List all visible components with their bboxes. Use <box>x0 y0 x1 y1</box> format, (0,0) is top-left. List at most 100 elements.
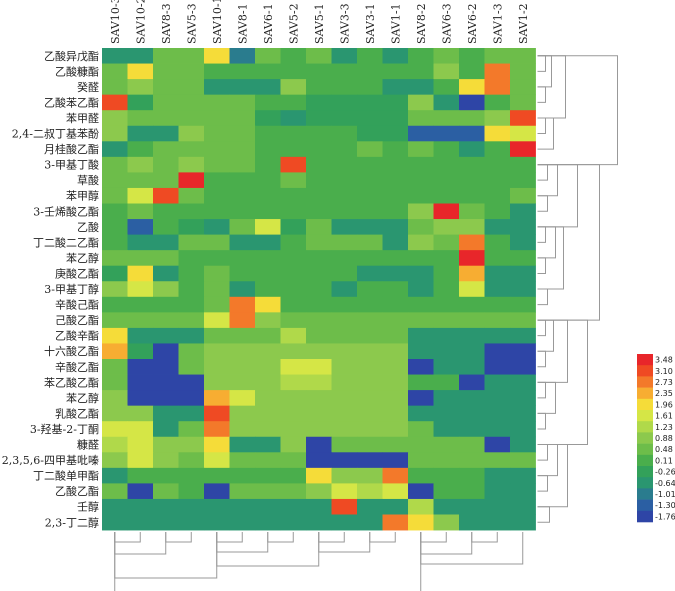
heatmap-cell <box>433 467 460 484</box>
heatmap-cell <box>484 250 511 267</box>
heatmap-cell <box>102 281 128 298</box>
heatmap-cell <box>178 390 205 407</box>
heatmap-cell <box>510 343 536 360</box>
heatmap-cell <box>357 234 383 251</box>
heatmap-cell <box>459 452 485 469</box>
heatmap-cell <box>306 514 332 531</box>
heatmap-cell <box>153 110 179 127</box>
legend-tick-label: 0.88 <box>655 434 673 443</box>
heatmap-cell <box>331 421 358 438</box>
heatmap-cell <box>459 514 485 531</box>
heatmap-cell <box>102 390 128 407</box>
heatmap-cell <box>433 156 460 173</box>
heatmap-cell <box>229 141 256 158</box>
heatmap-cell <box>459 219 485 235</box>
heatmap-cell <box>433 296 460 313</box>
row-label: 苯乙醇 <box>66 251 99 265</box>
row-label: 乙酸 <box>77 220 99 234</box>
heatmap-cell <box>255 327 281 344</box>
heatmap-cell <box>280 281 307 298</box>
heatmap-cell <box>357 250 383 267</box>
heatmap-cell <box>433 514 460 531</box>
row-dendrogram-branch <box>537 164 600 321</box>
heatmap-cell <box>229 359 256 375</box>
heatmap-cell <box>127 374 154 391</box>
heatmap-cell <box>484 312 511 329</box>
heatmap-cell <box>357 467 383 484</box>
heatmap-cell <box>459 374 485 391</box>
heatmap-cell <box>382 467 409 484</box>
heatmap-cell <box>510 187 536 204</box>
heatmap-cell <box>510 390 536 407</box>
row-label: 苯乙醇 <box>66 391 99 405</box>
heatmap-cell <box>433 125 460 142</box>
heatmap-cell <box>280 483 307 500</box>
column-dendrogram-branch <box>318 532 345 543</box>
heatmap-cell <box>255 498 281 515</box>
heatmap-cell <box>204 296 230 313</box>
heatmap-cell <box>204 374 230 391</box>
heatmap-cell <box>178 359 205 375</box>
heatmap-cell <box>178 187 205 204</box>
heatmap-cell <box>382 281 409 298</box>
heatmap-cell <box>102 63 128 80</box>
row-label: 乙酸异戊酯 <box>44 49 99 63</box>
heatmap-cell <box>484 390 511 407</box>
heatmap-cell <box>255 265 281 282</box>
heatmap-cell <box>484 94 511 111</box>
heatmap-cell <box>102 405 128 422</box>
heatmap-cell <box>280 250 307 267</box>
heatmap-cell <box>306 203 332 220</box>
legend-swatch <box>637 365 653 377</box>
heatmap-cell <box>153 467 179 484</box>
heatmap-cell <box>255 94 281 111</box>
heatmap-cell <box>510 327 536 344</box>
heatmap-cell <box>102 296 128 313</box>
column-label: SAV1-2 <box>517 3 530 44</box>
row-dendrogram-branch <box>537 55 618 166</box>
heatmap-cell <box>459 281 485 298</box>
heatmap-cell <box>382 452 409 469</box>
legend-tick-label: 1.61 <box>655 412 673 421</box>
heatmap-cell <box>306 172 332 189</box>
heatmap-cell <box>459 467 485 484</box>
heatmap-cell <box>127 203 154 220</box>
heatmap-cell <box>102 467 128 484</box>
heatmap-cell <box>229 234 256 251</box>
heatmap-cell <box>357 125 383 142</box>
heatmap-cell <box>153 405 179 422</box>
heatmap-cell <box>204 234 230 251</box>
heatmap-cell <box>357 281 383 298</box>
heatmap-cell <box>127 281 154 298</box>
column-label: SAV8-2 <box>415 3 428 44</box>
heatmap-cell <box>357 312 383 329</box>
column-dendrogram-branch <box>114 532 141 543</box>
heatmap-cell <box>178 514 205 531</box>
heatmap-cell <box>459 498 485 515</box>
heatmap-cell <box>459 343 485 360</box>
heatmap-cell <box>357 219 383 235</box>
heatmap-cell <box>204 390 230 407</box>
heatmap-cell <box>306 48 332 64</box>
heatmap-cell <box>357 156 383 173</box>
heatmap-cell <box>306 390 332 407</box>
heatmap-cell <box>408 452 434 469</box>
heatmap-cell <box>331 250 358 267</box>
heatmap-cell <box>127 343 154 360</box>
heatmap-cell <box>255 250 281 267</box>
heatmap-cell <box>127 234 154 251</box>
heatmap-cell <box>433 436 460 453</box>
heatmap-cell <box>255 141 281 158</box>
heatmap-cell <box>280 452 307 469</box>
heatmap-cell <box>357 343 383 360</box>
legend-tick-label: 0.11 <box>655 456 673 465</box>
heatmap-cell <box>357 187 383 204</box>
heatmap-cell <box>357 79 383 96</box>
heatmap-cell <box>229 79 256 96</box>
heatmap-cell <box>153 125 179 142</box>
row-label: 苯甲醛 <box>66 111 99 125</box>
heatmap-cell <box>382 498 409 515</box>
heatmap-cell <box>127 312 154 329</box>
heatmap-cell <box>229 436 256 453</box>
legend-swatch <box>637 488 653 500</box>
